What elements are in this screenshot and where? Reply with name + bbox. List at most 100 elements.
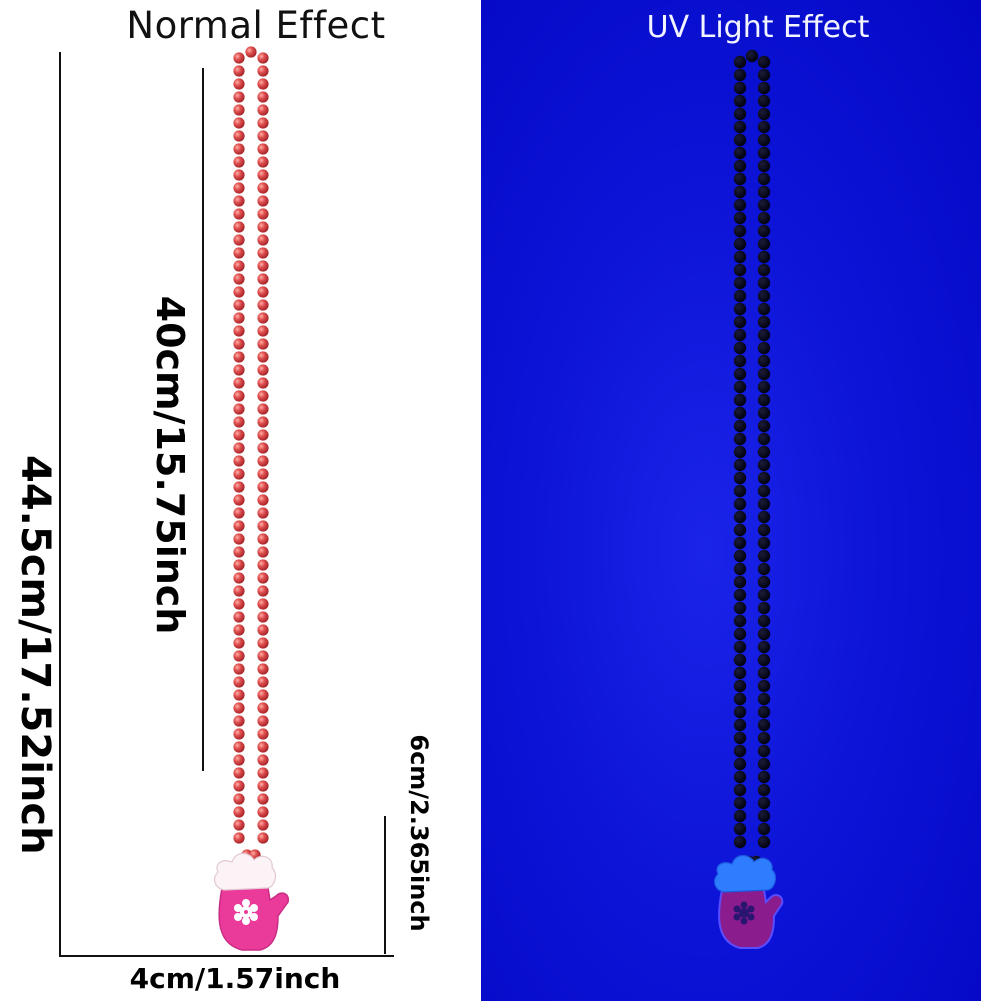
normal-bead bbox=[257, 195, 269, 207]
uv-bead bbox=[757, 120, 771, 134]
uv-bead bbox=[757, 263, 771, 277]
uv-bead bbox=[757, 588, 771, 602]
normal-bead bbox=[257, 455, 269, 467]
uv-bead bbox=[757, 419, 771, 433]
uv-bead bbox=[757, 55, 771, 69]
normal-bead bbox=[233, 455, 245, 467]
uv-bead bbox=[757, 432, 771, 446]
uv-bead bbox=[733, 523, 747, 537]
normal-bead bbox=[233, 741, 245, 753]
uv-bead bbox=[733, 120, 747, 134]
uv-bead bbox=[733, 445, 747, 459]
uv-bead bbox=[757, 666, 771, 680]
uv-bead bbox=[733, 822, 747, 836]
uv-bead bbox=[757, 562, 771, 576]
width-baseline bbox=[59, 955, 394, 957]
uv-bead bbox=[733, 536, 747, 550]
uv-bead bbox=[757, 458, 771, 472]
uv-bead bbox=[733, 757, 747, 771]
normal-bead bbox=[257, 377, 269, 389]
uv-bead bbox=[733, 94, 747, 108]
snowflake-icon-uv bbox=[733, 901, 755, 925]
normal-bead bbox=[257, 390, 269, 402]
uv-bead bbox=[757, 185, 771, 199]
normal-bead bbox=[233, 195, 245, 207]
normal-bead bbox=[233, 624, 245, 636]
uv-bead bbox=[757, 445, 771, 459]
uv-bead bbox=[733, 770, 747, 784]
uv-bead bbox=[757, 640, 771, 654]
normal-bead bbox=[257, 624, 269, 636]
uv-bead bbox=[733, 315, 747, 329]
normal-bead bbox=[233, 143, 245, 155]
normal-bead bbox=[233, 52, 245, 64]
normal-bead bbox=[257, 689, 269, 701]
uv-bead bbox=[757, 601, 771, 615]
normal-bead bbox=[257, 104, 269, 116]
normal-bead bbox=[257, 728, 269, 740]
normal-bead bbox=[257, 767, 269, 779]
normal-bead bbox=[257, 520, 269, 532]
normal-bead bbox=[257, 819, 269, 831]
uv-bead bbox=[733, 575, 747, 589]
uv-bead bbox=[733, 627, 747, 641]
uv-bead bbox=[757, 302, 771, 316]
normal-bead bbox=[233, 104, 245, 116]
normal-bead bbox=[233, 767, 245, 779]
mitten-pendant-uv bbox=[714, 854, 784, 949]
uv-bead bbox=[733, 666, 747, 680]
normal-bead bbox=[233, 663, 245, 675]
normal-bead bbox=[257, 273, 269, 285]
normal-bead bbox=[257, 78, 269, 90]
uv-bead bbox=[757, 315, 771, 329]
uv-bead bbox=[733, 562, 747, 576]
normal-bead bbox=[233, 819, 245, 831]
uv-bead bbox=[757, 523, 771, 537]
normal-bead bbox=[257, 260, 269, 272]
normal-bead bbox=[233, 507, 245, 519]
uv-bead bbox=[733, 185, 747, 199]
uv-bead bbox=[733, 484, 747, 498]
uv-bead bbox=[757, 406, 771, 420]
uv-effect-panel bbox=[481, 0, 981, 1001]
normal-bead bbox=[257, 312, 269, 324]
uv-bead bbox=[757, 783, 771, 797]
normal-bead bbox=[233, 754, 245, 766]
normal-bead bbox=[233, 481, 245, 493]
uv-bead bbox=[733, 159, 747, 173]
normal-bead bbox=[233, 559, 245, 571]
normal-bead bbox=[257, 832, 269, 844]
normal-bead bbox=[233, 598, 245, 610]
uv-bead bbox=[745, 49, 759, 63]
uv-bead bbox=[733, 601, 747, 615]
uv-bead bbox=[757, 471, 771, 485]
uv-bead bbox=[757, 367, 771, 381]
normal-bead bbox=[233, 338, 245, 350]
uv-bead bbox=[733, 510, 747, 524]
uv-bead bbox=[733, 354, 747, 368]
normal-bead bbox=[233, 260, 245, 272]
normal-bead bbox=[233, 351, 245, 363]
normal-bead bbox=[233, 429, 245, 441]
uv-bead bbox=[733, 81, 747, 95]
normal-bead bbox=[257, 130, 269, 142]
uv-bead bbox=[757, 497, 771, 511]
uv-bead bbox=[733, 224, 747, 238]
uv-bead bbox=[757, 198, 771, 212]
normal-bead bbox=[233, 169, 245, 181]
normal-bead bbox=[233, 520, 245, 532]
uv-bead bbox=[757, 744, 771, 758]
normal-bead bbox=[257, 234, 269, 246]
chain-length-line bbox=[202, 68, 204, 771]
normal-bead bbox=[233, 533, 245, 545]
mitten-pendant-normal bbox=[214, 852, 290, 951]
normal-bead bbox=[233, 65, 245, 77]
uv-bead bbox=[757, 796, 771, 810]
normal-bead bbox=[257, 481, 269, 493]
normal-bead bbox=[257, 611, 269, 623]
normal-bead bbox=[233, 78, 245, 90]
normal-bead bbox=[233, 676, 245, 688]
normal-bead bbox=[233, 585, 245, 597]
uv-bead bbox=[733, 549, 747, 563]
